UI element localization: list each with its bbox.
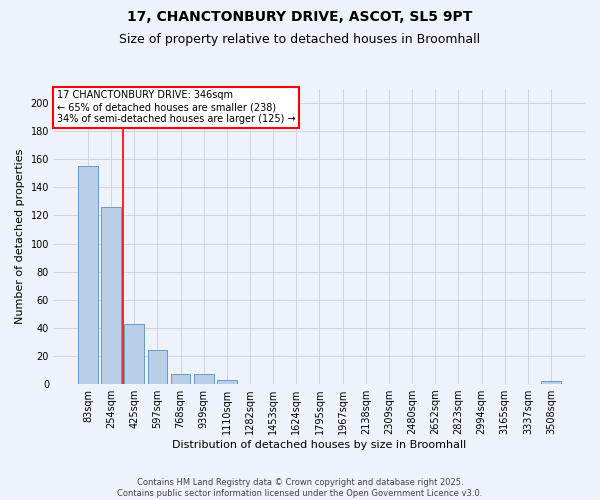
Bar — [170, 374, 190, 384]
Bar — [217, 380, 236, 384]
Bar — [541, 381, 561, 384]
Text: 17 CHANCTONBURY DRIVE: 346sqm
← 65% of detached houses are smaller (238)
34% of : 17 CHANCTONBURY DRIVE: 346sqm ← 65% of d… — [56, 90, 295, 124]
Text: Contains HM Land Registry data © Crown copyright and database right 2025.
Contai: Contains HM Land Registry data © Crown c… — [118, 478, 482, 498]
Y-axis label: Number of detached properties: Number of detached properties — [15, 149, 25, 324]
Bar — [148, 350, 167, 384]
Text: Size of property relative to detached houses in Broomhall: Size of property relative to detached ho… — [119, 32, 481, 46]
Bar — [124, 324, 144, 384]
Bar — [101, 207, 121, 384]
Bar — [194, 374, 214, 384]
Bar — [78, 166, 98, 384]
X-axis label: Distribution of detached houses by size in Broomhall: Distribution of detached houses by size … — [172, 440, 467, 450]
Text: 17, CHANCTONBURY DRIVE, ASCOT, SL5 9PT: 17, CHANCTONBURY DRIVE, ASCOT, SL5 9PT — [127, 10, 473, 24]
